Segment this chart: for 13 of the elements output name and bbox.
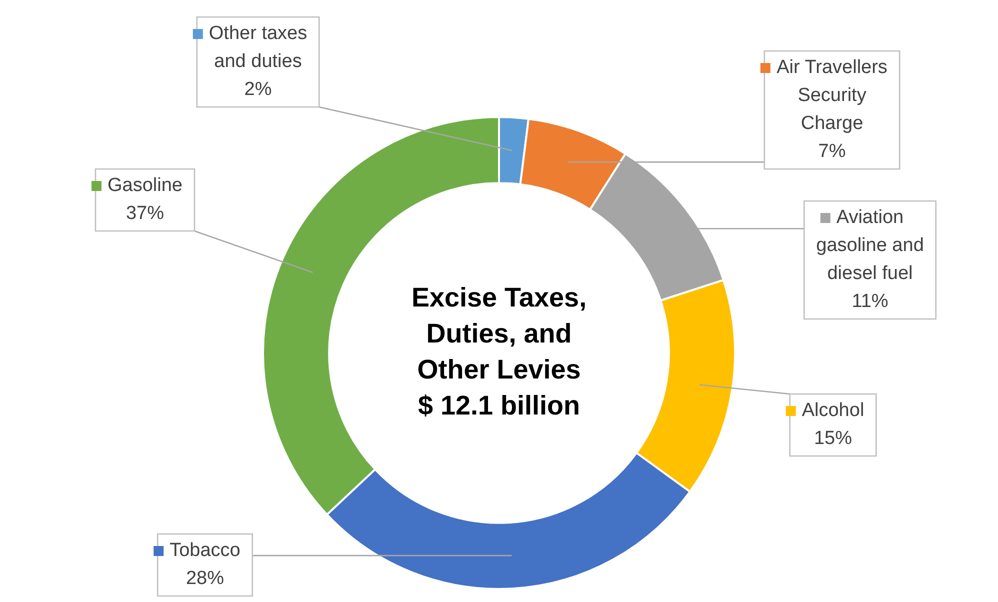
- legend-label: Alcohol: [802, 400, 864, 422]
- data-label: 11%: [852, 291, 888, 312]
- legend-label: Aviation gasoline and diesel fuel: [816, 207, 924, 284]
- data-label: 37%: [126, 203, 164, 224]
- legend-label: Gasoline: [108, 175, 182, 196]
- data-label: 15%: [814, 428, 852, 450]
- data-label: 28%: [186, 568, 224, 590]
- legend-label: Other taxes and duties: [208, 23, 308, 72]
- legend-label: Tobacco: [170, 540, 240, 562]
- legend-label: Air Travellers Security Charge: [776, 57, 888, 134]
- data-label: 7%: [818, 141, 846, 162]
- text: Excise Taxes, Duties, and Other Levies $ 12.1 billion: [411, 282, 587, 420]
- data-label: 2%: [244, 79, 272, 100]
